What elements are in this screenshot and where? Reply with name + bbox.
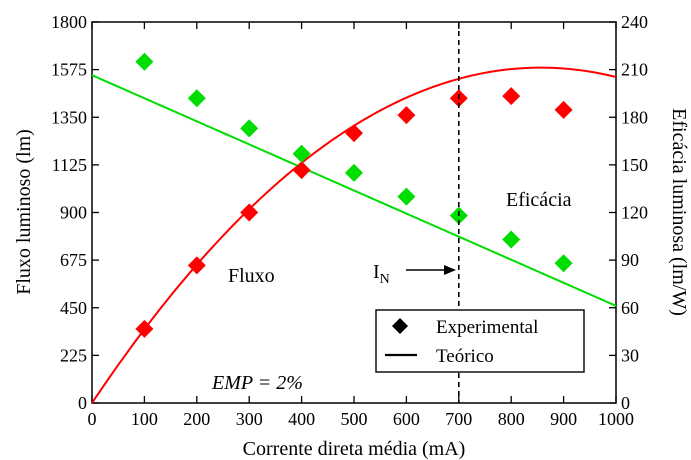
tick-labels: 0 100 200 300 400 500 600 700 800 900 100002254506… <box>51 12 648 429</box>
data-point-eficcia <box>240 119 259 138</box>
fit-line-eficcia <box>91 74 617 307</box>
y-right-tick-label: 210 <box>621 60 648 80</box>
data-point-eficcia <box>292 144 311 163</box>
data-point-fluxo <box>135 319 154 338</box>
legend-experimental-marker <box>392 318 408 334</box>
legend-teorico-label: Teórico <box>436 346 494 367</box>
x-tick-label: 900 <box>550 409 577 429</box>
data-point-eficcia <box>397 187 416 206</box>
y-left-tick-label: 450 <box>60 298 87 318</box>
x-tick-label: 800 <box>498 409 525 429</box>
x-tick-label: 100 <box>131 409 158 429</box>
eficacia-label: Eficácia <box>506 189 572 211</box>
y-right-tick-label: 240 <box>621 12 648 32</box>
data-point-fluxo <box>502 87 521 106</box>
y-left-tick-label: 900 <box>60 203 87 223</box>
y-left-tick-label: 1350 <box>51 107 87 127</box>
y-right-tick-label: 120 <box>621 203 648 223</box>
y-left-tick-label: 0 <box>78 393 87 413</box>
y-left-tick-label: 1125 <box>52 155 87 175</box>
y-right-tick-label: 0 <box>621 393 630 413</box>
in-label-main: I <box>373 261 380 283</box>
data-point-fluxo <box>240 203 259 222</box>
in-arrow <box>406 265 456 275</box>
data-point-fluxo <box>397 106 416 125</box>
x-tick-label: 1000 <box>598 409 634 429</box>
y-left-tick-label: 225 <box>60 345 87 365</box>
in-label: IN <box>373 261 390 287</box>
data-points <box>135 52 573 338</box>
y-left-tick-label: 1800 <box>51 12 87 32</box>
data-point-eficcia <box>345 163 363 182</box>
fluxo-label: Fluxo <box>228 265 275 287</box>
in-label-sub: N <box>380 272 390 287</box>
x-tick-label: 400 <box>288 409 315 429</box>
emp-label: EMP = 2% <box>211 372 303 394</box>
x-tick-label: 600 <box>393 409 420 429</box>
y-right-axis-title: Eficácia luminosa (lm/W) <box>668 108 690 316</box>
data-point-eficcia <box>502 230 521 249</box>
legend-experimental-label: Experimental <box>436 317 538 338</box>
data-point-fluxo <box>187 256 206 275</box>
y-left-axis-title: Fluxo luminoso (lm) <box>13 129 35 295</box>
legend: Experimental Teórico <box>375 309 585 373</box>
data-point-fluxo <box>554 100 573 119</box>
y-right-tick-label: 60 <box>621 298 639 318</box>
y-right-tick-label: 180 <box>621 107 648 127</box>
y-right-tick-label: 150 <box>621 155 648 175</box>
y-left-tick-label: 675 <box>60 250 87 270</box>
x-tick-label: 0 <box>88 409 97 429</box>
y-left-tick-label: 1575 <box>51 60 87 80</box>
legend-box <box>375 309 585 373</box>
data-point-fluxo <box>292 161 311 180</box>
y-right-tick-label: 90 <box>621 250 639 270</box>
ticks <box>91 21 617 404</box>
y-right-tick-label: 30 <box>621 345 639 365</box>
x-tick-label: 700 <box>445 409 472 429</box>
data-point-eficcia <box>554 254 573 273</box>
x-tick-label: 300 <box>236 409 263 429</box>
x-tick-label: 500 <box>341 409 368 429</box>
data-point-eficcia <box>187 89 206 108</box>
data-point-eficcia <box>135 52 154 71</box>
x-axis-title: Corrente direta média (mA) <box>243 438 466 460</box>
x-tick-label: 200 <box>183 409 210 429</box>
data-point-fluxo <box>345 124 363 143</box>
